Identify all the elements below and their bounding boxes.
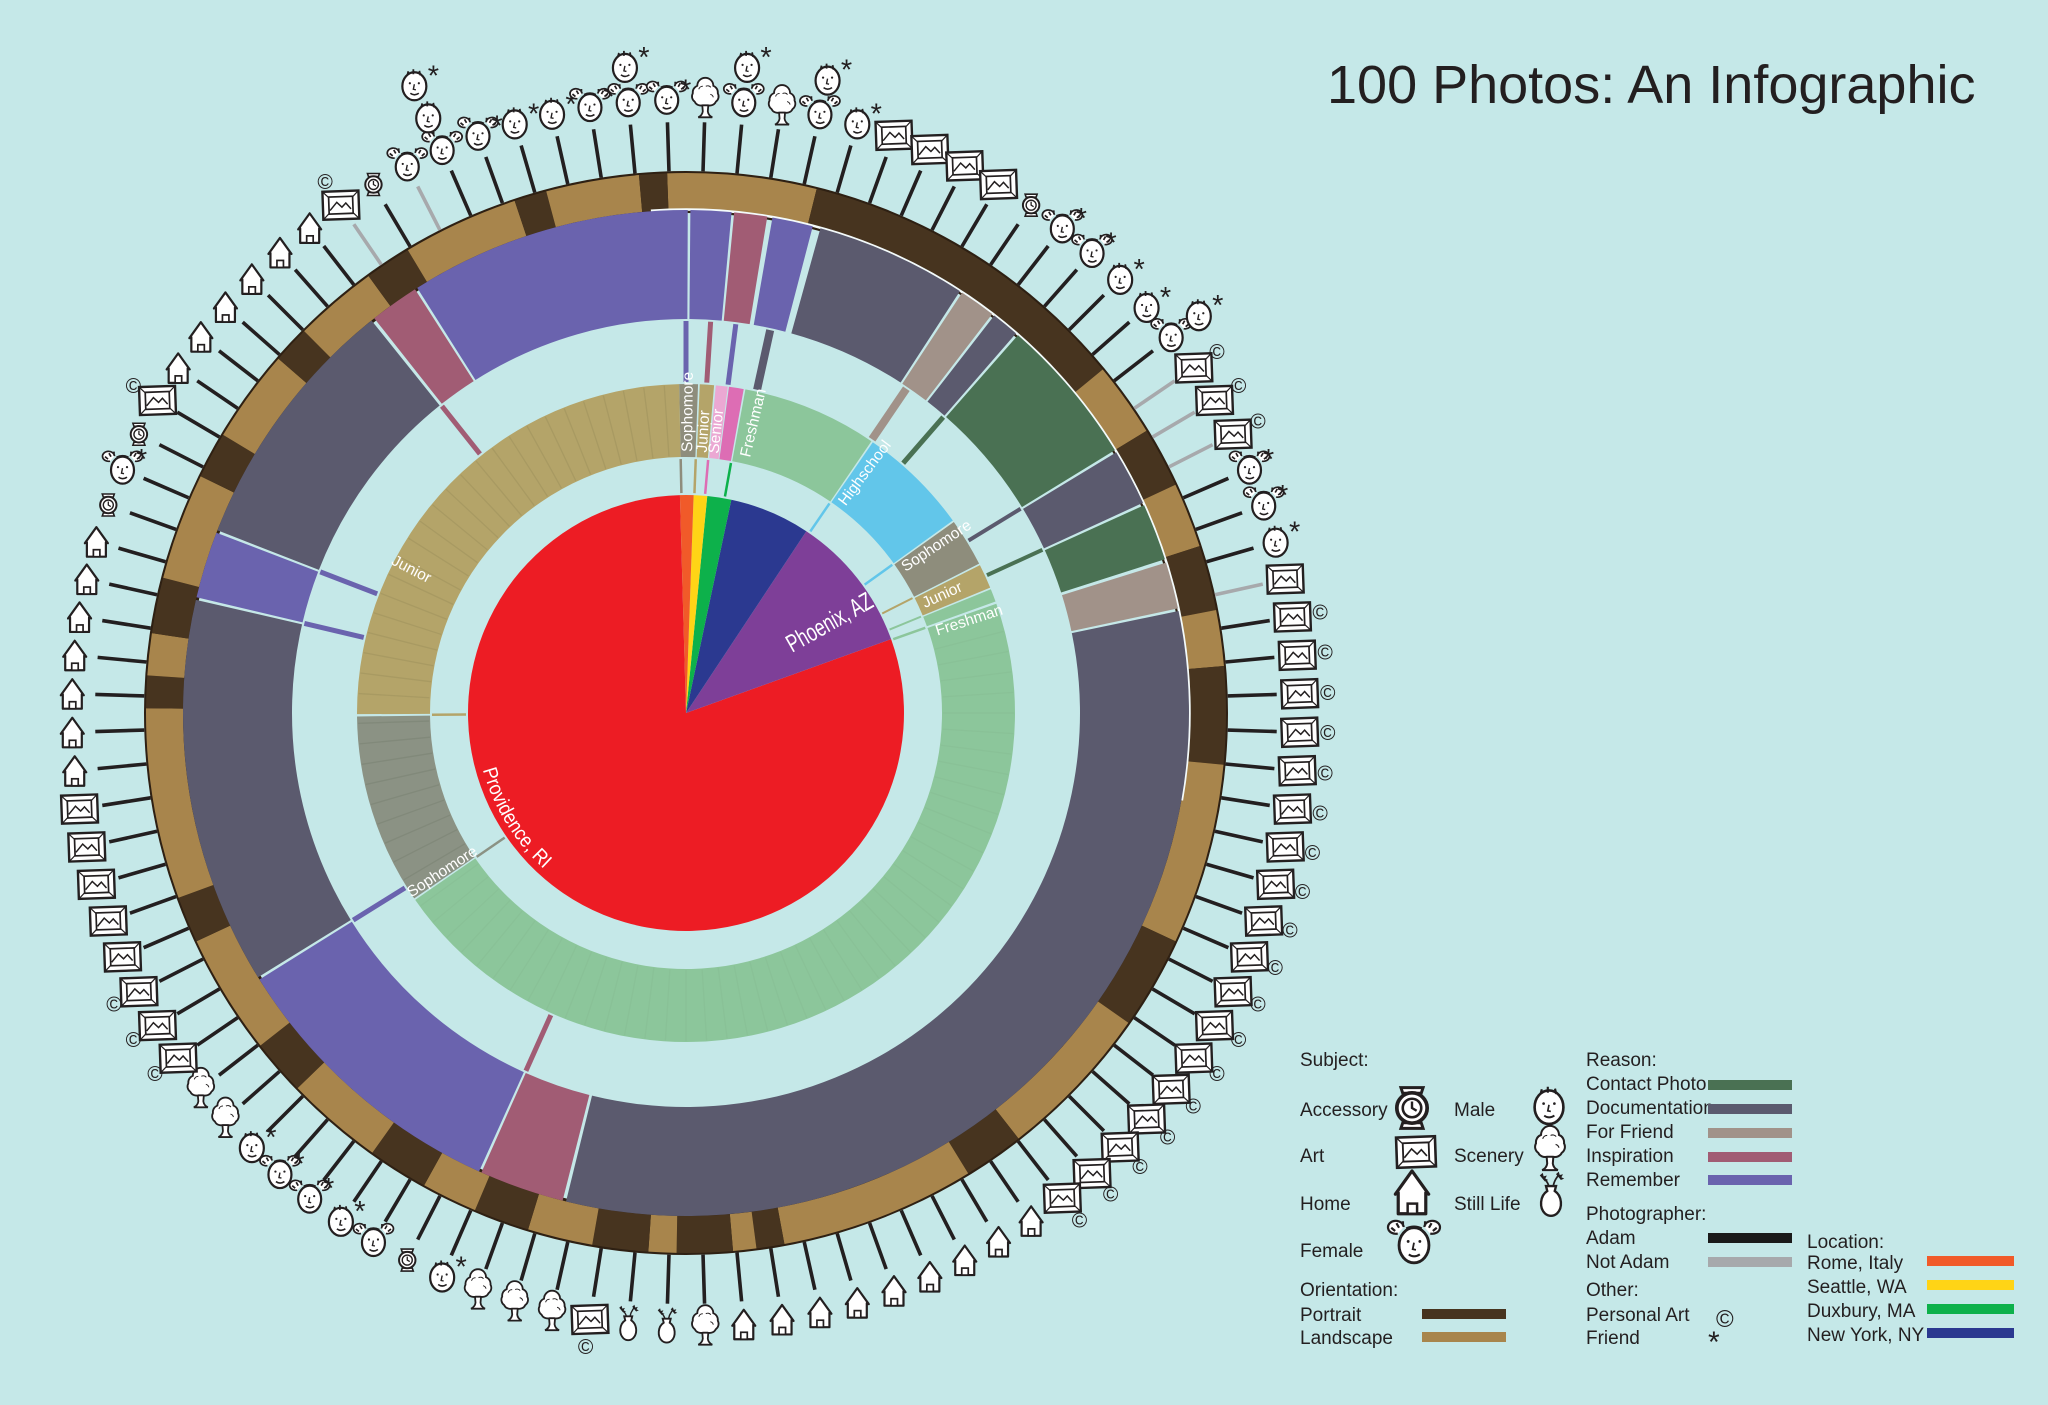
svg-text:*: * bbox=[1105, 227, 1116, 259]
svg-text:Scenery: Scenery bbox=[1454, 1146, 1524, 1167]
svg-text:*: * bbox=[760, 42, 771, 74]
svg-text:©: © bbox=[1317, 642, 1333, 665]
svg-text:©: © bbox=[1132, 1156, 1148, 1179]
svg-text:©: © bbox=[126, 1029, 142, 1052]
svg-text:Other:: Other: bbox=[1586, 1280, 1639, 1301]
svg-text:©: © bbox=[1103, 1184, 1119, 1207]
svg-text:*: * bbox=[428, 60, 439, 92]
svg-text:©: © bbox=[1320, 722, 1336, 745]
svg-text:Accessory: Accessory bbox=[1300, 1100, 1388, 1121]
svg-text:*: * bbox=[1212, 290, 1223, 322]
svg-text:Rome, Italy: Rome, Italy bbox=[1807, 1253, 1904, 1274]
svg-text:©: © bbox=[1209, 1063, 1225, 1086]
svg-text:Junior: Junior bbox=[694, 410, 714, 453]
svg-text:Reason:: Reason: bbox=[1586, 1050, 1657, 1071]
svg-text:©: © bbox=[1209, 341, 1225, 364]
svg-text:©: © bbox=[1295, 881, 1311, 904]
svg-text:Not Adam: Not Adam bbox=[1586, 1252, 1669, 1273]
svg-text:Inspiration: Inspiration bbox=[1586, 1146, 1674, 1167]
svg-text:*: * bbox=[456, 1252, 467, 1284]
svg-text:©: © bbox=[1231, 1029, 1247, 1052]
svg-text:Sophomore: Sophomore bbox=[679, 372, 697, 452]
svg-text:*: * bbox=[680, 74, 691, 106]
svg-text:Duxbury, MA: Duxbury, MA bbox=[1807, 1301, 1916, 1322]
svg-text:Portrait: Portrait bbox=[1300, 1305, 1362, 1326]
svg-text:Landscape: Landscape bbox=[1300, 1328, 1393, 1349]
svg-text:*: * bbox=[528, 98, 539, 130]
svg-text:Friend: Friend bbox=[1586, 1328, 1640, 1349]
svg-text:©: © bbox=[1716, 1306, 1734, 1333]
svg-text:Adam: Adam bbox=[1586, 1228, 1636, 1249]
svg-text:©: © bbox=[106, 993, 122, 1016]
svg-text:*: * bbox=[354, 1196, 365, 1228]
svg-text:*: * bbox=[136, 444, 147, 476]
svg-text:Home: Home bbox=[1300, 1194, 1351, 1215]
svg-text:*: * bbox=[265, 1122, 276, 1154]
svg-text:©: © bbox=[147, 1063, 163, 1086]
svg-text:*: * bbox=[1134, 254, 1145, 286]
svg-text:*: * bbox=[1708, 1326, 1720, 1359]
svg-text:©: © bbox=[1267, 957, 1283, 980]
svg-text:*: * bbox=[841, 55, 852, 87]
svg-text:*: * bbox=[871, 98, 882, 130]
svg-text:Subject:: Subject: bbox=[1300, 1050, 1369, 1071]
svg-text:Location:: Location: bbox=[1807, 1232, 1884, 1253]
svg-text:*: * bbox=[638, 42, 649, 74]
svg-text:Remember: Remember bbox=[1586, 1170, 1681, 1191]
svg-text:©: © bbox=[1186, 1095, 1202, 1118]
svg-text:Seattle, WA: Seattle, WA bbox=[1807, 1277, 1907, 1298]
svg-text:Contact Photo: Contact Photo bbox=[1586, 1074, 1706, 1095]
svg-text:*: * bbox=[491, 110, 502, 142]
svg-text:*: * bbox=[1076, 203, 1087, 235]
svg-text:©: © bbox=[1305, 842, 1321, 865]
svg-text:Orientation:: Orientation: bbox=[1300, 1280, 1398, 1301]
svg-text:©: © bbox=[1250, 411, 1266, 434]
svg-text:©: © bbox=[317, 171, 333, 194]
svg-text:©: © bbox=[1312, 602, 1328, 625]
svg-text:*: * bbox=[603, 82, 614, 114]
svg-text:*: * bbox=[293, 1149, 304, 1181]
svg-text:Female: Female bbox=[1300, 1241, 1363, 1262]
svg-text:New York, NY: New York, NY bbox=[1807, 1325, 1925, 1346]
svg-text:*: * bbox=[1277, 480, 1288, 512]
svg-text:*: * bbox=[323, 1173, 334, 1205]
svg-text:Art: Art bbox=[1300, 1146, 1325, 1167]
svg-text:Still Life: Still Life bbox=[1454, 1194, 1521, 1215]
svg-text:*: * bbox=[1263, 444, 1274, 476]
svg-text:©: © bbox=[1072, 1209, 1088, 1232]
svg-text:©: © bbox=[1160, 1127, 1176, 1150]
svg-text:For Friend: For Friend bbox=[1586, 1122, 1674, 1143]
svg-text:Photographer:: Photographer: bbox=[1586, 1204, 1706, 1225]
svg-text:©: © bbox=[578, 1336, 594, 1359]
svg-text:©: © bbox=[1320, 682, 1336, 705]
svg-text:©: © bbox=[1231, 375, 1247, 398]
svg-text:©: © bbox=[1250, 993, 1266, 1016]
svg-text:*: * bbox=[1289, 517, 1300, 549]
svg-text:100 Photos: An Infographic: 100 Photos: An Infographic bbox=[1327, 55, 1975, 115]
svg-text:Senior: Senior bbox=[706, 408, 728, 454]
svg-text:*: * bbox=[1160, 282, 1171, 314]
svg-text:©: © bbox=[1312, 802, 1328, 825]
svg-text:©: © bbox=[1317, 762, 1333, 785]
svg-text:©: © bbox=[126, 375, 142, 398]
svg-text:*: * bbox=[565, 89, 576, 121]
svg-text:Personal Art: Personal Art bbox=[1586, 1305, 1690, 1326]
svg-text:Male: Male bbox=[1454, 1100, 1495, 1121]
svg-text:©: © bbox=[1282, 919, 1298, 942]
svg-text:Documentation: Documentation bbox=[1586, 1098, 1714, 1119]
